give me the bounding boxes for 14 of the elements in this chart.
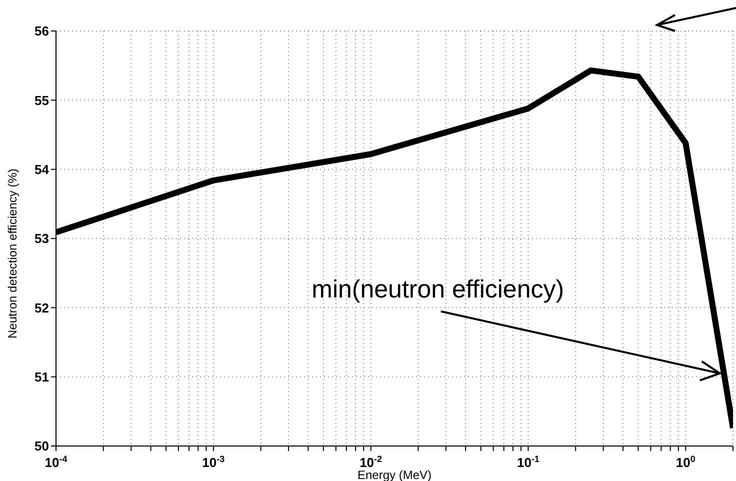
y-tick-label: 55 <box>34 92 49 108</box>
x-tick-label: 10$^{-3}$ <box>202 454 225 470</box>
y-axis-title: Neutron detection efficiency (%) <box>5 168 20 338</box>
annotation: min(neutron efficiency) <box>312 275 564 304</box>
y-tick-label: 56 <box>34 24 49 39</box>
y-tick-label: 50 <box>34 438 49 454</box>
x-tick-label: 10$^{0}$ <box>676 454 696 470</box>
y-tick-label: 52 <box>34 300 49 316</box>
x-tick-label: 10$^{-1}$ <box>516 454 540 470</box>
y-tick-label: 53 <box>34 231 49 246</box>
y-tick-label: 51 <box>34 369 49 384</box>
y-tick-label: 54 <box>34 162 50 177</box>
x-tick-label: 10$^{-2}$ <box>360 454 382 470</box>
x-tick-label: 10$^{-4}$ <box>44 454 68 470</box>
